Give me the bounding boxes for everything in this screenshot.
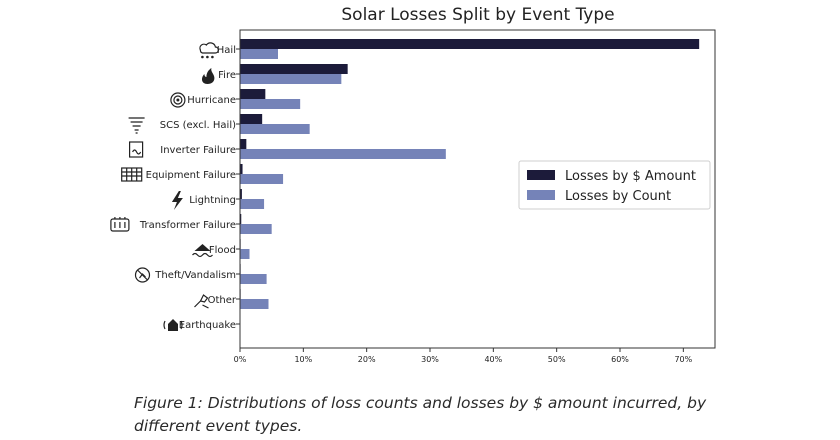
figure-caption: Figure 1: Distributions of loss counts a… — [134, 392, 774, 438]
x-tick-label: 40% — [484, 355, 502, 364]
theft-icon — [134, 267, 151, 283]
category-label: Flood — [209, 245, 236, 256]
category-icons — [110, 42, 219, 331]
category-label: Hurricane — [187, 95, 236, 106]
x-tick-label: 30% — [421, 355, 439, 364]
category-label: Inverter Failure — [160, 145, 236, 156]
x-axis: 0% 10% 20% 30% 40% 50% 60% 70% — [234, 48, 693, 364]
category-labels: Hail Fire Hurricane SCS (excl. Hail) Inverte… — [139, 45, 237, 331]
other-icon — [194, 294, 209, 309]
category-label: Other — [208, 295, 237, 306]
bar-count-7 — [240, 224, 272, 234]
category-label: Hail — [217, 45, 236, 56]
tornado-icon — [128, 117, 145, 134]
bar-count-0 — [240, 49, 278, 59]
bar-amount-7 — [240, 214, 242, 224]
bars-layer — [240, 39, 700, 309]
caption-line-2: different event types. — [134, 417, 303, 435]
x-tick-label: 10% — [294, 355, 312, 364]
category-label: Theft/Vandalism — [154, 270, 236, 281]
bar-amount-1 — [240, 64, 348, 74]
bar-amount-2 — [240, 89, 266, 99]
chart-title: Solar Losses Split by Event Type — [341, 5, 614, 25]
category-label: Lightning — [189, 195, 236, 206]
x-tick-label: 0% — [234, 355, 247, 364]
legend: Losses by $ Amount Losses by Count — [518, 160, 711, 210]
inverter-icon — [128, 141, 144, 158]
category-label: Equipment Failure — [146, 170, 236, 181]
hurricane-icon — [170, 92, 186, 108]
bar-amount-6 — [240, 189, 242, 199]
category-label: Earthquake — [179, 320, 236, 331]
bar-count-6 — [240, 199, 265, 209]
bar-count-10 — [240, 299, 269, 309]
x-tick-label: 20% — [358, 355, 376, 364]
bar-amount-4 — [240, 139, 247, 149]
legend-swatch — [527, 170, 555, 180]
bar-amount-5 — [240, 164, 243, 174]
bar-count-5 — [240, 174, 284, 184]
x-tick-label: 70% — [674, 355, 692, 364]
bar-amount-3 — [240, 114, 263, 124]
caption-line-1: Figure 1: Distributions of loss counts a… — [134, 394, 707, 412]
bar-amount-0 — [240, 39, 700, 49]
flood-icon — [192, 244, 213, 258]
hail-icon — [199, 42, 219, 59]
bar-count-8 — [240, 249, 250, 259]
bar-count-3 — [240, 124, 310, 134]
bar-count-9 — [240, 274, 267, 284]
x-tick-label: 60% — [611, 355, 629, 364]
category-label: SCS (excl. Hail) — [160, 120, 236, 131]
plot-frame — [239, 29, 716, 349]
category-label: Transformer Failure — [139, 220, 236, 231]
category-label: Fire — [218, 70, 236, 81]
bar-count-2 — [240, 99, 301, 109]
solar-losses-chart: Solar Losses Split by Event Type Hail Fir… — [110, 5, 716, 364]
bar-count-1 — [240, 74, 342, 84]
fire-icon — [202, 68, 215, 84]
legend-box — [518, 160, 711, 210]
transformer-icon — [110, 217, 130, 232]
legend-swatch — [527, 190, 555, 200]
x-tick-label: 50% — [548, 355, 566, 364]
bar-count-4 — [240, 149, 446, 159]
legend-label: Losses by $ Amount — [565, 169, 696, 184]
earthquake-icon — [163, 319, 183, 331]
equipment-icon — [121, 167, 143, 182]
lightning-icon — [171, 191, 183, 210]
legend-label: Losses by Count — [565, 189, 671, 204]
